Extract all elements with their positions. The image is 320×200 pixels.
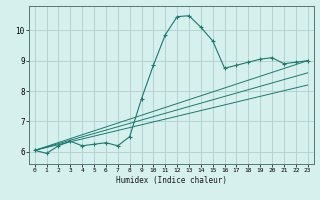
X-axis label: Humidex (Indice chaleur): Humidex (Indice chaleur) [116,176,227,185]
